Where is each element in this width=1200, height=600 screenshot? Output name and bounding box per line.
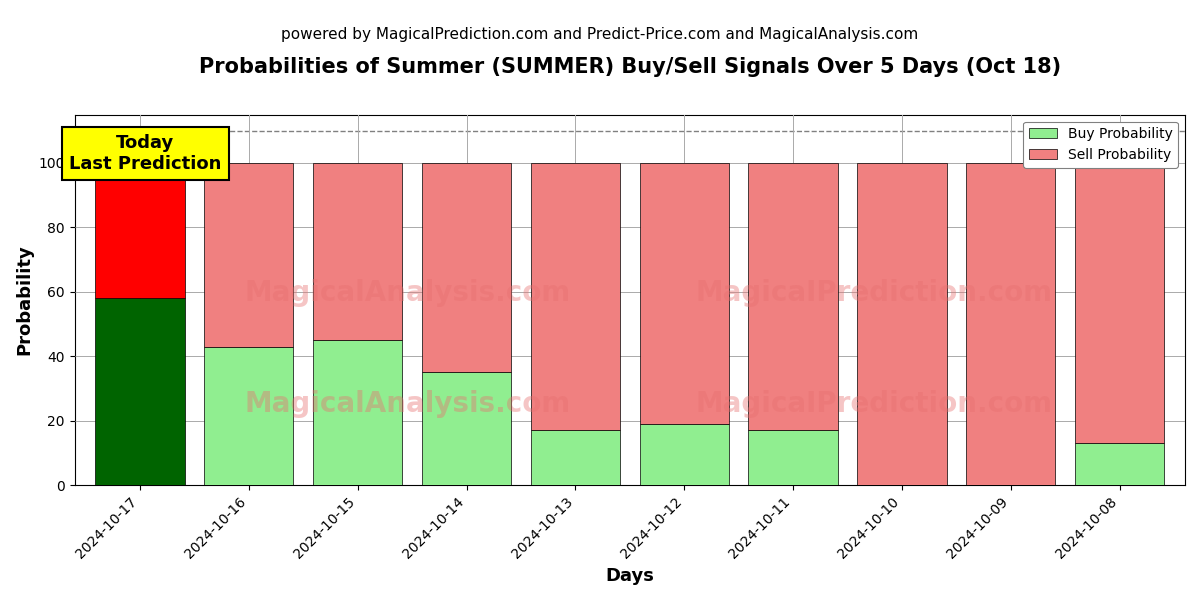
Bar	[857, 163, 947, 485]
Bar	[1075, 163, 1164, 443]
Bar	[749, 430, 838, 485]
Bar	[640, 163, 728, 424]
Text: MagicalAnalysis.com: MagicalAnalysis.com	[245, 278, 571, 307]
Bar	[313, 340, 402, 485]
Title: Probabilities of Summer (SUMMER) Buy/Sell Signals Over 5 Days (Oct 18): Probabilities of Summer (SUMMER) Buy/Sel…	[199, 57, 1061, 77]
Bar	[530, 430, 620, 485]
Legend: Buy Probability, Sell Probability: Buy Probability, Sell Probability	[1024, 122, 1178, 167]
Bar	[1075, 443, 1164, 485]
Bar	[422, 373, 511, 485]
Bar	[95, 298, 185, 485]
Text: MagicaIPrediction.com: MagicaIPrediction.com	[696, 278, 1052, 307]
Bar	[422, 163, 511, 373]
Bar	[95, 163, 185, 298]
Y-axis label: Probability: Probability	[16, 245, 34, 355]
Bar	[749, 163, 838, 430]
Text: MagicalAnalysis.com: MagicalAnalysis.com	[245, 389, 571, 418]
Text: powered by MagicalPrediction.com and Predict-Price.com and MagicalAnalysis.com: powered by MagicalPrediction.com and Pre…	[281, 27, 919, 42]
Bar	[204, 347, 294, 485]
Bar	[204, 163, 294, 347]
Bar	[313, 163, 402, 340]
Text: MagicaIPrediction.com: MagicaIPrediction.com	[696, 389, 1052, 418]
X-axis label: Days: Days	[605, 567, 654, 585]
Bar	[966, 163, 1056, 485]
Bar	[530, 163, 620, 430]
Bar	[640, 424, 728, 485]
Text: Today
Last Prediction: Today Last Prediction	[70, 134, 222, 173]
